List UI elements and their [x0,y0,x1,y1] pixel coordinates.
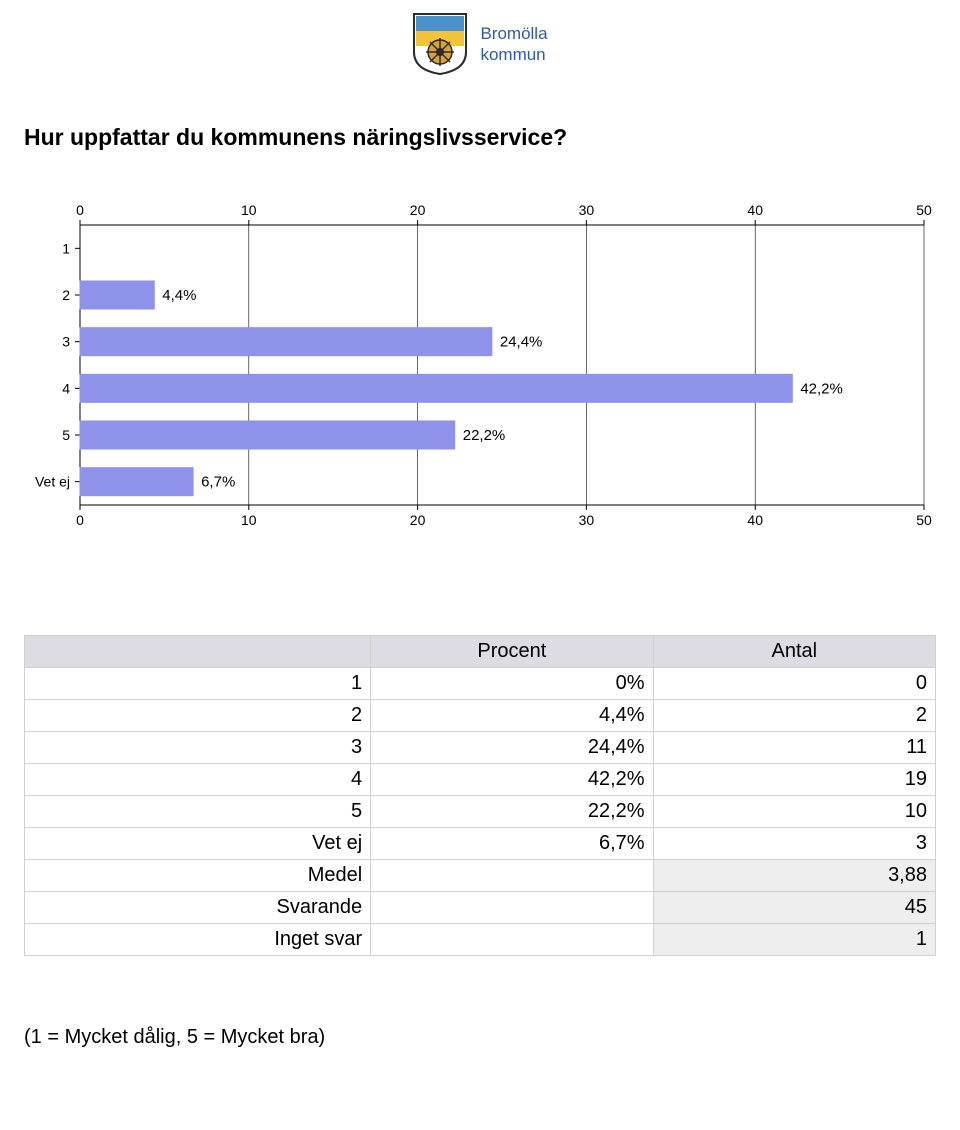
svg-text:6,7%: 6,7% [201,474,235,491]
row-procent: 42,2% [371,764,653,796]
svg-text:10: 10 [241,512,257,528]
bar-chart: 0010102020303040405050124,4%324,4%442,2%… [24,185,936,545]
row-label: 4 [25,764,371,796]
table-row: 324,4%11 [25,732,936,764]
svg-text:1: 1 [62,240,70,256]
row-label: Svarande [25,892,371,924]
row-procent [371,892,653,924]
municipality-logo-icon [412,12,468,76]
svg-text:50: 50 [916,512,932,528]
table-row: 24,4%2 [25,700,936,732]
header: Bromölla kommun [0,0,960,84]
row-procent: 4,4% [371,700,653,732]
org-name: Bromölla kommun [480,23,547,66]
row-label: 2 [25,700,371,732]
svg-text:40: 40 [747,202,763,218]
table-row: Inget svar 1 [25,924,936,956]
table-row: Vet ej6,7%3 [25,828,936,860]
col-header: Procent [371,636,653,668]
svg-text:2: 2 [62,287,70,303]
svg-text:3: 3 [62,334,70,350]
page-title: Hur uppfattar du kommunens näringslivsse… [24,124,960,151]
results-table: ProcentAntal10%024,4%2324,4%11442,2%1952… [24,635,936,956]
row-antal: 0 [653,668,935,700]
row-antal: 3,88 [653,860,935,892]
svg-text:24,4%: 24,4% [500,334,543,351]
svg-text:40: 40 [747,512,763,528]
row-antal: 10 [653,796,935,828]
col-header: Antal [653,636,935,668]
svg-text:Vet ej: Vet ej [35,474,70,490]
svg-text:4: 4 [62,380,70,396]
row-procent: 6,7% [371,828,653,860]
table-row: 10%0 [25,668,936,700]
svg-text:20: 20 [410,202,426,218]
svg-text:0: 0 [76,512,84,528]
row-label: Medel [25,860,371,892]
row-label: 3 [25,732,371,764]
row-procent: 0% [371,668,653,700]
org-line2: kommun [480,44,547,65]
row-procent: 24,4% [371,732,653,764]
table-row: 442,2%19 [25,764,936,796]
legend-footnote: (1 = Mycket dålig, 5 = Mycket bra) [24,1026,960,1049]
table-row: 522,2%10 [25,796,936,828]
svg-text:30: 30 [579,202,595,218]
row-procent [371,860,653,892]
row-antal: 45 [653,892,935,924]
row-antal: 11 [653,732,935,764]
row-antal: 19 [653,764,935,796]
org-line1: Bromölla [480,23,547,44]
svg-text:10: 10 [241,202,257,218]
row-antal: 1 [653,924,935,956]
svg-text:5: 5 [62,427,70,443]
row-label: Inget svar [25,924,371,956]
table-row: Svarande 45 [25,892,936,924]
col-blank [25,636,371,668]
svg-text:50: 50 [916,202,932,218]
svg-text:22,2%: 22,2% [463,427,506,444]
row-antal: 3 [653,828,935,860]
svg-text:4,4%: 4,4% [162,287,196,304]
svg-text:30: 30 [579,512,595,528]
row-label: Vet ej [25,828,371,860]
row-label: 5 [25,796,371,828]
svg-text:0: 0 [76,202,84,218]
row-antal: 2 [653,700,935,732]
table-row: Medel 3,88 [25,860,936,892]
svg-text:42,2%: 42,2% [800,380,843,397]
row-label: 1 [25,668,371,700]
svg-text:20: 20 [410,512,426,528]
row-procent [371,924,653,956]
row-procent: 22,2% [371,796,653,828]
